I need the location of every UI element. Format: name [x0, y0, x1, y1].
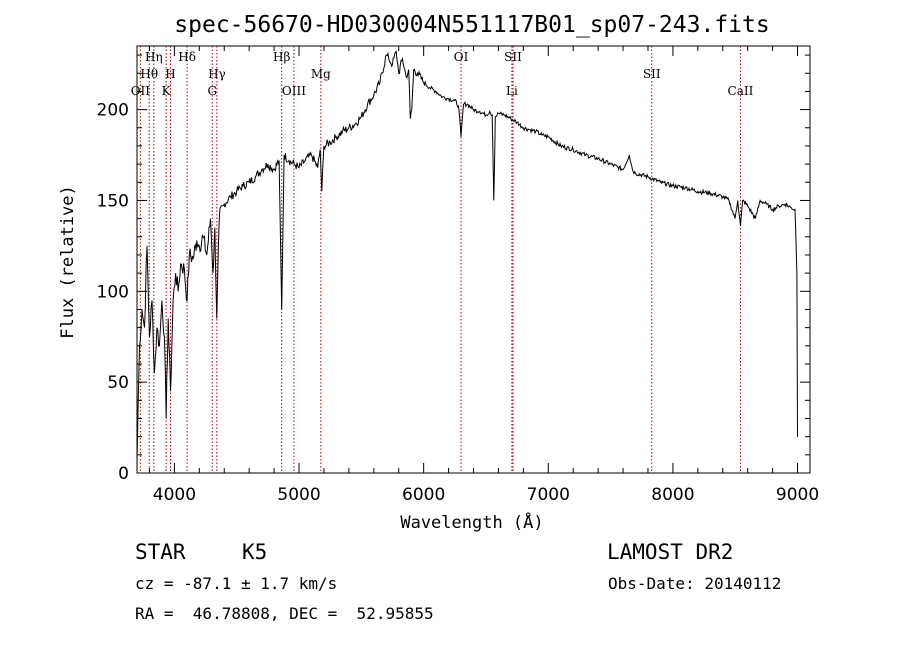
y-tick-label: 50	[107, 373, 129, 393]
spectral-line-label: H	[165, 67, 175, 81]
x-tick-label: 7000	[527, 485, 570, 505]
chart-title: spec-56670-HD030004N551117B01_sp07-243.f…	[174, 12, 769, 38]
spectral-line-label: Li	[506, 84, 518, 98]
spectral-line-label: Hδ	[178, 50, 196, 64]
spectral-line-label: OIII	[282, 84, 306, 98]
x-tick-label: 4000	[153, 485, 196, 505]
survey-name: LAMOST DR2	[607, 540, 734, 564]
y-tick-label: 100	[97, 282, 129, 302]
y-tick-label: 0	[118, 464, 129, 484]
subclass: K5	[242, 540, 268, 564]
x-tick-label: 9000	[776, 485, 819, 505]
coordinates: RA = 46.78808, DEC = 52.95855	[135, 604, 434, 623]
spectral-line-label: Hη	[145, 50, 163, 64]
y-tick-label: 150	[97, 191, 129, 211]
spectral-line-label: Hθ	[140, 67, 158, 81]
x-axis-label: Wavelength (Å)	[400, 511, 543, 533]
spectrum-flux-line	[136, 50, 798, 464]
observation-date: Obs-Date: 20140112	[608, 574, 782, 593]
spectral-line-label: SII	[504, 50, 522, 64]
x-tick-label: 6000	[402, 485, 445, 505]
x-tick-label: 5000	[277, 485, 320, 505]
spectral-line-label: Mg	[311, 67, 331, 81]
object-class: STAR	[135, 540, 186, 564]
spectral-line-label: Hβ	[273, 50, 290, 64]
spectral-line-label: SII	[643, 67, 661, 81]
spectral-line-label: G	[207, 84, 217, 98]
y-axis-label: Flux (relative)	[58, 185, 78, 339]
redshift-value: cz = -87.1 ± 1.7 km/s	[135, 574, 338, 593]
spectral-line-label: OI	[454, 50, 469, 64]
spectral-line-label: K	[162, 84, 172, 98]
x-tick-label: 8000	[651, 485, 694, 505]
y-tick-label: 200	[97, 101, 129, 121]
spectral-line-label: CaII	[728, 84, 754, 98]
spectral-line-label: Hγ	[208, 67, 226, 81]
